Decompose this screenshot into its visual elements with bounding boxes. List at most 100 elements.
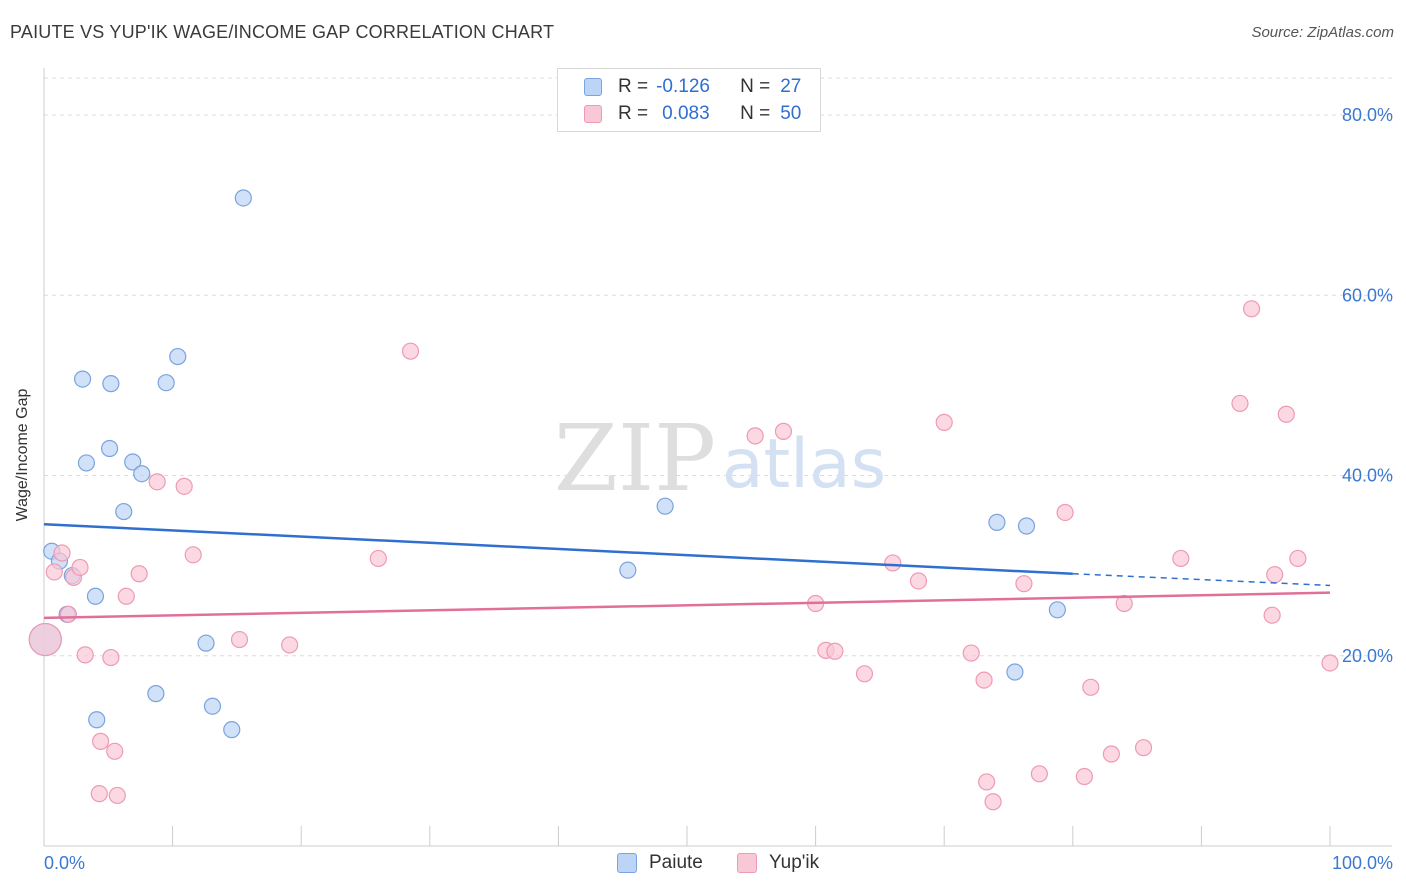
paiute-point: [73, 370, 92, 388]
paiute-point: [197, 634, 215, 652]
yupik-point: [130, 565, 148, 583]
yupik-point: [106, 742, 124, 760]
yupik-legend-swatch: [737, 853, 757, 873]
paiute-n-value: 27: [780, 76, 802, 97]
yupik-point: [230, 630, 249, 649]
yupik-point: [108, 786, 126, 805]
yupik-point: [1231, 394, 1249, 413]
yupik-point: [28, 622, 62, 657]
watermark-zip: ZIP: [554, 405, 716, 512]
legend-row-paiute: R = -0.126 N = 27: [584, 74, 801, 100]
axes: [43, 68, 1392, 847]
yupik-point: [90, 785, 108, 803]
yupik-point: [148, 473, 166, 491]
yupik-point: [1263, 606, 1281, 624]
yupik-point: [1242, 300, 1261, 318]
source-label: Source: ZipAtlas.com: [1251, 24, 1394, 41]
paiute-point: [147, 685, 165, 703]
yupik-r-value: 0.083: [662, 103, 710, 124]
yupik-point: [962, 644, 980, 662]
paiute-point: [100, 439, 119, 458]
paiute-point: [656, 497, 674, 515]
paiute-point: [223, 721, 241, 739]
bottom-legend-yupik: Yup'ik: [737, 852, 819, 874]
chart-title: PAIUTE VS YUP'IK WAGE/INCOME GAP CORRELA…: [10, 22, 555, 42]
yupik-swatch: [584, 105, 602, 123]
n-label: N =: [740, 76, 771, 97]
yupik-point: [984, 793, 1002, 811]
yupik-point: [401, 342, 420, 360]
y-tick-label: 60.0%: [1342, 285, 1393, 305]
paiute-point: [203, 697, 222, 715]
yupik-point: [76, 646, 94, 664]
paiute-point: [619, 561, 637, 579]
x-tick-label-max: 100.0%: [1332, 853, 1393, 873]
yupik-point: [184, 546, 202, 564]
paiute-point: [88, 711, 106, 729]
paiute-swatch: [584, 78, 602, 96]
r-label: R =: [618, 103, 649, 124]
yupik-point: [1266, 566, 1284, 584]
legend-row-yupik: R = 0.083 N = 50: [584, 101, 801, 127]
paiute-point: [157, 374, 175, 392]
yupik-point: [884, 554, 902, 572]
yupik-point: [71, 558, 89, 577]
paiute-point: [133, 465, 151, 483]
yupik-point: [975, 671, 993, 689]
data-points: [28, 189, 1339, 811]
paiute-point: [1017, 517, 1036, 535]
yupik-point: [281, 636, 299, 654]
yupik-point: [1277, 405, 1295, 423]
trend-lines: [43, 522, 1331, 620]
yupik-point: [1289, 549, 1307, 568]
yupik-point: [935, 413, 953, 431]
yupik-point: [1082, 678, 1100, 696]
paiute-trend-extension: [1072, 573, 1331, 587]
yupik-point: [1075, 767, 1093, 786]
paiute-r-value: -0.126: [656, 76, 710, 97]
yupik-n-value: 50: [780, 103, 802, 124]
paiute-trend-line: [43, 522, 1073, 576]
r-label: R =: [618, 76, 649, 97]
paiute-point: [1006, 663, 1024, 681]
yupik-point: [909, 572, 928, 590]
tick-labels: 20.0% 40.0% 60.0% 80.0% 0.0% 100.0%: [44, 105, 1393, 873]
yupik-point: [1056, 503, 1074, 522]
paiute-point: [988, 513, 1006, 531]
y-tick-label: 80.0%: [1342, 105, 1393, 125]
watermark-atlas: atlas: [722, 425, 886, 504]
y-tick-label: 40.0%: [1342, 466, 1393, 486]
paiute-legend-swatch: [617, 853, 637, 873]
yupik-point: [1030, 765, 1048, 783]
grid-lines: [44, 77, 1392, 657]
paiute-point: [1048, 601, 1066, 619]
yupik-point: [1172, 549, 1190, 568]
yupik-point: [1102, 745, 1120, 763]
paiute-point: [115, 502, 133, 521]
paiute-point: [169, 347, 187, 366]
watermark: ZIP atlas: [554, 405, 886, 512]
yupik-point: [53, 544, 71, 562]
yupik-point: [746, 427, 764, 445]
yupik-point: [175, 477, 193, 495]
yupik-point: [102, 648, 120, 667]
yupik-point: [91, 732, 110, 750]
paiute-point: [77, 454, 96, 472]
yupik-point: [59, 605, 78, 623]
x-tick-label-min: 0.0%: [44, 853, 85, 873]
paiute-point: [86, 587, 105, 605]
yupik-point: [117, 587, 135, 605]
y-tick-label: 20.0%: [1342, 646, 1393, 666]
yupik-point: [369, 549, 387, 568]
n-label: N =: [740, 103, 771, 124]
paiute-point: [234, 189, 252, 207]
yupik-point: [855, 665, 874, 683]
yupik-point: [774, 422, 793, 440]
yupik-trend-line: [43, 591, 1331, 620]
yupik-point: [1134, 739, 1153, 757]
paiute-legend-label: Paiute: [649, 852, 703, 873]
yupik-legend-label: Yup'ik: [769, 852, 820, 873]
bottom-legend-paiute: Paiute: [617, 852, 703, 874]
yupik-point: [1015, 575, 1033, 593]
